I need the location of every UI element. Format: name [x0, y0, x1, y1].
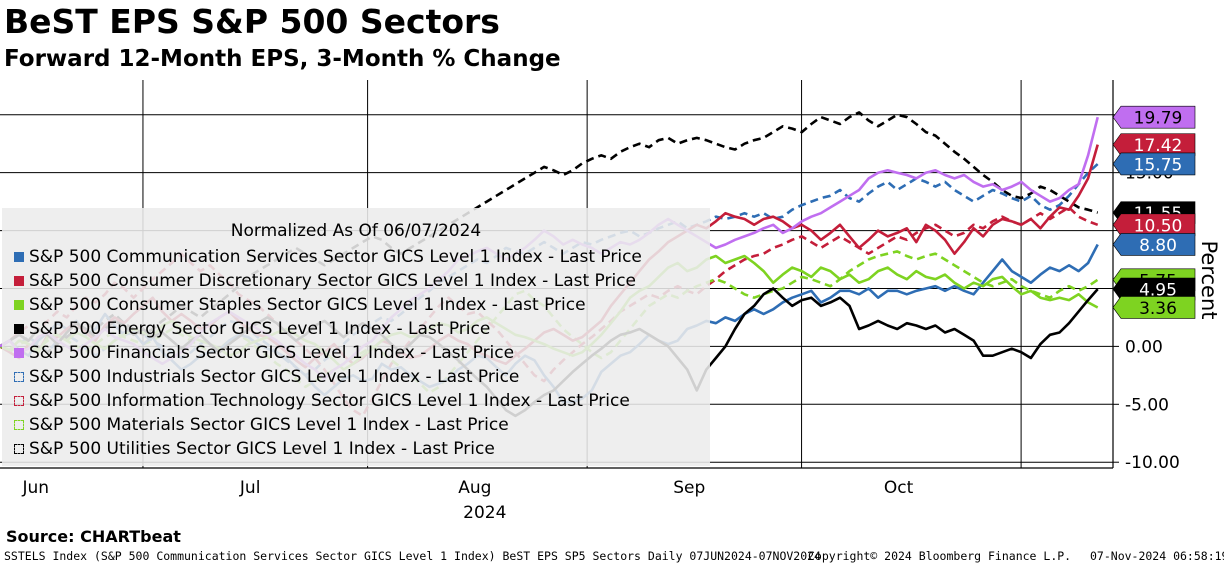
legend-item-energy: S&P 500 Energy Sector GICS Level 1 Index… — [14, 319, 490, 339]
legend-label: S&P 500 Financials Sector GICS Level 1 I… — [29, 343, 515, 363]
legend-item-materials: S&P 500 Materials Sector GICS Level 1 In… — [14, 415, 509, 435]
legend-swatch — [14, 300, 24, 310]
legend-swatch — [14, 444, 24, 454]
legend-label: S&P 500 Information Technology Sector GI… — [29, 391, 630, 411]
y-axis-label: Percent — [1197, 240, 1221, 319]
value-label-text: 8.80 — [1139, 236, 1177, 256]
x-tick-label: Sep — [673, 478, 705, 498]
value-label-box — [1112, 152, 1196, 176]
legend-item-communication-services: S&P 500 Communication Services Sector GI… — [14, 247, 642, 267]
x-axis-year-label: 2024 — [463, 503, 506, 523]
x-tick-label: Jun — [21, 478, 49, 498]
y-tick-label: 0.00 — [1125, 337, 1163, 357]
chart-subtitle: Forward 12-Month EPS, 3-Month % Change — [4, 46, 561, 72]
legend-label: S&P 500 Consumer Discretionary Sector GI… — [29, 271, 637, 291]
legend-swatch — [14, 420, 24, 430]
legend-label: S&P 500 Energy Sector GICS Level 1 Index… — [29, 319, 491, 339]
legend-swatch — [14, 324, 24, 334]
x-tick-label: Oct — [884, 478, 914, 498]
legend-swatch — [14, 372, 24, 382]
legend-item-utilities: S&P 500 Utilities Sector GICS Level 1 In… — [14, 439, 495, 459]
value-label-box — [1112, 233, 1196, 256]
footer-description: SSTELS Index (S&P 500 Communication Serv… — [4, 549, 821, 563]
legend-swatch — [14, 276, 24, 286]
value-label-box — [1112, 213, 1196, 237]
value-label-text: 10.50 — [1134, 216, 1183, 236]
chart-legend: Normalized As Of 06/07/2024 S&P 500 Comm… — [2, 208, 710, 466]
value-label-text: 15.75 — [1134, 155, 1183, 175]
chart-title: BeST EPS S&P 500 Sectors — [4, 2, 500, 41]
value-label-text: 17.42 — [1134, 136, 1183, 156]
value-label-text: 4.95 — [1139, 281, 1177, 301]
legend-item-consumer-staples: S&P 500 Consumer Staples Sector GICS Lev… — [14, 295, 586, 315]
legend-label: S&P 500 Materials Sector GICS Level 1 In… — [29, 415, 509, 435]
legend-item-financials: S&P 500 Financials Sector GICS Level 1 I… — [14, 343, 514, 363]
legend-swatch — [14, 348, 24, 358]
y-tick-label: -10.00 — [1125, 453, 1180, 473]
value-label-box — [1112, 105, 1196, 129]
value-label-box — [1112, 296, 1196, 319]
footer-timestamp: 07-Nov-2024 06:58:19 — [1090, 549, 1224, 563]
legend-item-consumer-discretionary: S&P 500 Consumer Discretionary Sector GI… — [14, 271, 636, 291]
legend-label: S&P 500 Utilities Sector GICS Level 1 In… — [29, 439, 495, 459]
x-tick-label: Jul — [239, 478, 261, 498]
y-tick-label: -5.00 — [1125, 395, 1169, 415]
x-tick-label: Aug — [458, 478, 491, 498]
legend-item-information-technology: S&P 500 Information Technology Sector GI… — [14, 391, 630, 411]
legend-label: S&P 500 Consumer Staples Sector GICS Lev… — [29, 295, 586, 315]
legend-item-industrials: S&P 500 Industrials Sector GICS Level 1 … — [14, 367, 519, 387]
value-label-text: 3.36 — [1139, 299, 1177, 319]
legend-swatch — [14, 396, 24, 406]
source-label: Source: CHARTbeat — [6, 527, 181, 546]
legend-swatch — [14, 252, 24, 262]
legend-label: S&P 500 Communication Services Sector GI… — [29, 247, 642, 267]
value-label-text: 19.79 — [1134, 109, 1183, 129]
legend-title: Normalized As Of 06/07/2024 — [230, 221, 482, 241]
value-label-box — [1112, 133, 1196, 156]
legend-label: S&P 500 Industrials Sector GICS Level 1 … — [29, 367, 520, 387]
footer-copyright: Copyright© 2024 Bloomberg Finance L.P. — [808, 549, 1072, 563]
